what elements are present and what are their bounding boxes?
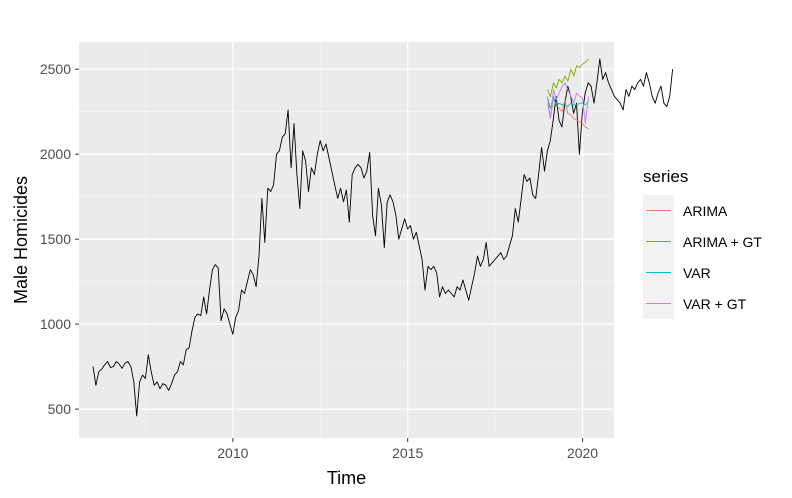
legend-title: series [643,167,688,186]
x-tick-label: 2015 [392,445,423,461]
legend-label: VAR + GT [683,296,747,312]
y-tick-label: 1000 [40,316,71,332]
legend-label: ARIMA + GT [683,234,762,250]
series-layer [92,58,674,417]
x-tick-label: 2020 [567,445,598,461]
y-tick-label: 2000 [40,146,71,162]
legend: series ARIMA ARIMA + GT VAR VAR + GT [643,167,762,319]
series-line-arima-gt [547,58,589,97]
grid-major [79,42,614,438]
grid-minor [79,42,614,438]
y-tick-label: 2500 [40,61,71,77]
y-tick-label: 500 [48,401,72,417]
y-axis-title: Male Homicides [11,176,31,304]
plot-panel [79,42,614,438]
series-line-var-gt [547,82,589,125]
ticks-layer: 2010 2015 2020 500 1000 1500 2000 2500 [40,61,598,461]
legend-label: VAR [683,265,711,281]
series-line-var [547,95,589,109]
legend-label: ARIMA [683,203,728,219]
x-axis-title: Time [327,468,366,488]
x-tick-label: 2010 [217,445,248,461]
y-tick-label: 1500 [40,231,71,247]
